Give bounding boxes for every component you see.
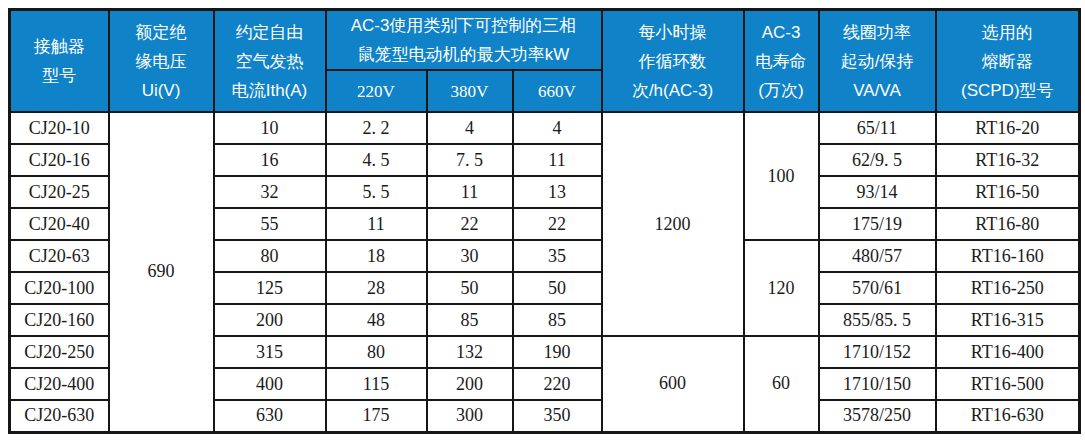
model-cell: CJ20-40 bbox=[10, 208, 109, 240]
p660-cell: 11 bbox=[513, 144, 602, 176]
fuse-cell: RT16-32 bbox=[936, 144, 1080, 176]
life-merged-cell: 60 bbox=[744, 336, 819, 432]
ith-cell: 125 bbox=[214, 272, 326, 304]
header-model: 接触器 型号 bbox=[10, 10, 109, 113]
fuse-cell: RT16-250 bbox=[936, 272, 1080, 304]
fuse-cell: RT16-160 bbox=[936, 240, 1080, 272]
p380-cell: 50 bbox=[427, 272, 513, 304]
header-220v: 220V bbox=[326, 70, 427, 112]
p660-cell: 22 bbox=[513, 208, 602, 240]
ith-cell: 55 bbox=[214, 208, 326, 240]
ith-cell: 315 bbox=[214, 336, 326, 368]
p660-cell: 4 bbox=[513, 112, 602, 144]
p220-cell: 175 bbox=[326, 400, 427, 432]
coil-cell: 175/19 bbox=[819, 208, 936, 240]
model-cell: CJ20-630 bbox=[10, 400, 109, 432]
coil-cell: 3578/250 bbox=[819, 400, 936, 432]
coil-cell: 570/61 bbox=[819, 272, 936, 304]
p660-cell: 85 bbox=[513, 304, 602, 336]
ith-cell: 16 bbox=[214, 144, 326, 176]
header-380v: 380V bbox=[427, 70, 513, 112]
header-operating-cycles: 每小时操 作循环数 次/h(AC-3) bbox=[602, 10, 744, 113]
p220-cell: 11 bbox=[326, 208, 427, 240]
fuse-cell: RT16-315 bbox=[936, 304, 1080, 336]
ith-cell: 80 bbox=[214, 240, 326, 272]
fuse-cell: RT16-500 bbox=[936, 368, 1080, 400]
ith-cell: 32 bbox=[214, 176, 326, 208]
fuse-cell: RT16-80 bbox=[936, 208, 1080, 240]
header-660v: 660V bbox=[513, 70, 602, 112]
coil-cell: 855/85. 5 bbox=[819, 304, 936, 336]
p660-cell: 190 bbox=[513, 336, 602, 368]
p220-cell: 28 bbox=[326, 272, 427, 304]
model-cell: CJ20-250 bbox=[10, 336, 109, 368]
model-cell: CJ20-400 bbox=[10, 368, 109, 400]
coil-cell: 65/11 bbox=[819, 112, 936, 144]
model-cell: CJ20-10 bbox=[10, 112, 109, 144]
p380-cell: 7. 5 bbox=[427, 144, 513, 176]
ith-cell: 400 bbox=[214, 368, 326, 400]
p380-cell: 85 bbox=[427, 304, 513, 336]
p380-cell: 200 bbox=[427, 368, 513, 400]
model-cell: CJ20-160 bbox=[10, 304, 109, 336]
header-fuse-type: 选用的 熔断器 (SCPD)型号 bbox=[936, 10, 1080, 113]
table-row: CJ20-10 690 10 2. 2 4 4 1200 100 65/11 R… bbox=[10, 112, 1080, 144]
p220-cell: 18 bbox=[326, 240, 427, 272]
coil-cell: 93/14 bbox=[819, 176, 936, 208]
model-cell: CJ20-100 bbox=[10, 272, 109, 304]
p220-cell: 4. 5 bbox=[326, 144, 427, 176]
coil-cell: 1710/152 bbox=[819, 336, 936, 368]
p660-cell: 220 bbox=[513, 368, 602, 400]
p220-cell: 115 bbox=[326, 368, 427, 400]
ith-cell: 10 bbox=[214, 112, 326, 144]
p380-cell: 300 bbox=[427, 400, 513, 432]
fuse-cell: RT16-630 bbox=[936, 400, 1080, 432]
life-merged-cell: 120 bbox=[744, 240, 819, 336]
p380-cell: 11 bbox=[427, 176, 513, 208]
table-header: 接触器 型号 额定绝 缘电压 Ui(V) 约定自由 空气发热 电流Ith(A) … bbox=[10, 10, 1080, 113]
life-merged-cell: 100 bbox=[744, 112, 819, 240]
model-cell: CJ20-16 bbox=[10, 144, 109, 176]
header-max-power-group: AC-3使用类别下可控制的三相 鼠笼型电动机的最大功率kW bbox=[326, 10, 602, 71]
cycles-merged-cell: 600 bbox=[602, 336, 744, 432]
cycles-merged-cell: 1200 bbox=[602, 112, 744, 336]
header-coil-power: 线圈功率 起动/保持 VA/VA bbox=[819, 10, 936, 113]
coil-cell: 62/9. 5 bbox=[819, 144, 936, 176]
model-cell: CJ20-63 bbox=[10, 240, 109, 272]
p660-cell: 13 bbox=[513, 176, 602, 208]
p380-cell: 4 bbox=[427, 112, 513, 144]
p380-cell: 30 bbox=[427, 240, 513, 272]
p220-cell: 5. 5 bbox=[326, 176, 427, 208]
fuse-cell: RT16-400 bbox=[936, 336, 1080, 368]
p380-cell: 22 bbox=[427, 208, 513, 240]
model-cell: CJ20-25 bbox=[10, 176, 109, 208]
p380-cell: 132 bbox=[427, 336, 513, 368]
table-body: CJ20-10 690 10 2. 2 4 4 1200 100 65/11 R… bbox=[10, 112, 1080, 432]
header-electrical-life: AC-3 电寿命 (万次) bbox=[744, 10, 819, 113]
contactor-spec-table: 接触器 型号 额定绝 缘电压 Ui(V) 约定自由 空气发热 电流Ith(A) … bbox=[8, 8, 1081, 434]
coil-cell: 1710/150 bbox=[819, 368, 936, 400]
p220-cell: 2. 2 bbox=[326, 112, 427, 144]
header-insulation-voltage: 额定绝 缘电压 Ui(V) bbox=[109, 10, 214, 113]
p220-cell: 80 bbox=[326, 336, 427, 368]
fuse-cell: RT16-20 bbox=[936, 112, 1080, 144]
coil-cell: 480/57 bbox=[819, 240, 936, 272]
contactor-spec-page: 接触器 型号 额定绝 缘电压 Ui(V) 约定自由 空气发热 电流Ith(A) … bbox=[0, 0, 1085, 440]
ith-cell: 200 bbox=[214, 304, 326, 336]
ui-merged-cell: 690 bbox=[109, 112, 214, 432]
p660-cell: 35 bbox=[513, 240, 602, 272]
p660-cell: 50 bbox=[513, 272, 602, 304]
ith-cell: 630 bbox=[214, 400, 326, 432]
fuse-cell: RT16-50 bbox=[936, 176, 1080, 208]
p660-cell: 350 bbox=[513, 400, 602, 432]
p220-cell: 48 bbox=[326, 304, 427, 336]
header-thermal-current: 约定自由 空气发热 电流Ith(A) bbox=[214, 10, 326, 113]
